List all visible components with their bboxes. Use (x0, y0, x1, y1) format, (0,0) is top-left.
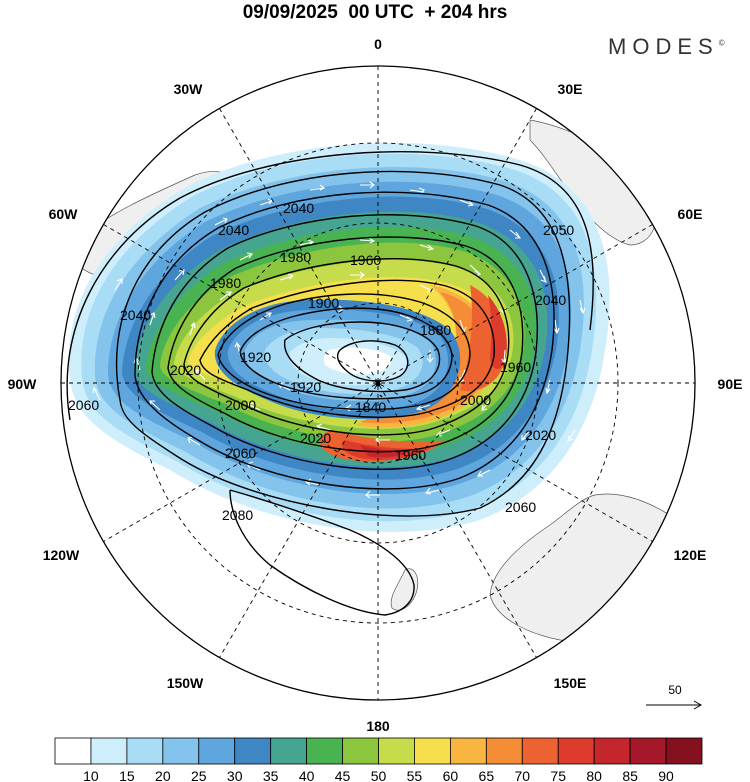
svg-text:150E: 150E (554, 675, 587, 691)
colorbar-tick-label: 75 (550, 768, 566, 782)
colorbar-tick-label: 70 (514, 768, 530, 782)
svg-text:30W: 30W (174, 81, 204, 97)
svg-text:120W: 120W (43, 547, 80, 563)
colorbar-swatch (485, 737, 523, 765)
svg-text:2040: 2040 (283, 200, 314, 216)
contour-labels: 1840 1880 1900 1920 1920 1960 1960 1960 … (68, 200, 574, 523)
colorbar-swatch (198, 737, 236, 765)
svg-text:2040: 2040 (535, 292, 566, 308)
svg-text:120E: 120E (674, 547, 707, 563)
svg-text:60E: 60E (678, 206, 703, 222)
colorbar-tick-label: 85 (622, 768, 638, 782)
colorbar-tick-label: 10 (83, 768, 99, 782)
svg-text:1960: 1960 (395, 447, 426, 463)
colorbar-swatch (306, 737, 343, 765)
colorbar-swatch (234, 737, 272, 765)
svg-text:50: 50 (668, 683, 682, 697)
colorbar-tick-label: 25 (191, 768, 207, 782)
svg-text:1900: 1900 (308, 295, 339, 311)
svg-text:60W: 60W (49, 206, 79, 222)
colorbar-tick-label: 90 (658, 768, 674, 782)
map-title: 09/09/2025 00 UTC + 204 hrs (242, 2, 508, 23)
modes-logo: MODES© (608, 34, 725, 59)
svg-text:0: 0 (374, 36, 382, 52)
colorbar-swatch (90, 737, 128, 765)
reference-vector: 50 (646, 683, 703, 710)
colorbar-tick-label: 60 (443, 768, 459, 782)
svg-text:30E: 30E (558, 81, 583, 97)
colorbar-tick-label: 45 (335, 768, 351, 782)
colorbar-swatch (378, 737, 415, 765)
svg-text:2020: 2020 (170, 362, 201, 378)
colorbar-swatch (557, 737, 595, 765)
svg-text:1960: 1960 (350, 252, 381, 268)
svg-text:2060: 2060 (505, 499, 536, 515)
colorbar-swatch (449, 737, 487, 765)
svg-text:150W: 150W (167, 675, 204, 691)
svg-text:1920: 1920 (240, 349, 271, 365)
colorbar-swatch (665, 737, 703, 765)
svg-text:2080: 2080 (222, 507, 253, 523)
svg-text:1980: 1980 (280, 249, 311, 265)
svg-text:2040: 2040 (218, 222, 249, 238)
colorbar-swatch (521, 737, 559, 765)
colorbar-swatch (270, 737, 308, 765)
colorbar-tick-label: 15 (119, 768, 135, 782)
svg-text:2000: 2000 (225, 397, 256, 413)
colorbar-swatch (126, 737, 164, 765)
colorbar-tick-label: 65 (479, 768, 495, 782)
svg-text:2060: 2060 (68, 397, 99, 413)
svg-text:90E: 90E (718, 376, 743, 392)
longitude-labels: 0 30E 60E 90E 120E 150E 180 150W 120W 90… (8, 36, 743, 734)
colorbar-swatch (593, 737, 631, 765)
svg-text:2060: 2060 (225, 445, 256, 461)
colorbar-tick-label: 35 (263, 768, 279, 782)
colorbar-tick-label: 30 (227, 768, 243, 782)
colorbar-swatch (629, 737, 667, 765)
colorbar-tick-label: 20 (155, 768, 171, 782)
height-contours (66, 151, 594, 616)
colorbar-tick-label: 40 (299, 768, 315, 782)
svg-text:1880: 1880 (420, 322, 451, 338)
svg-text:1960: 1960 (500, 359, 531, 375)
svg-text:1840: 1840 (355, 399, 386, 415)
svg-text:90W: 90W (8, 376, 38, 392)
colorbar-swatch (342, 737, 379, 765)
colorbar-swatch (54, 737, 92, 765)
svg-text:2040: 2040 (120, 307, 151, 323)
graticule (61, 66, 695, 700)
colorbar-tick-label: 80 (586, 768, 602, 782)
colorbar-swatch (162, 737, 200, 765)
svg-text:1980: 1980 (210, 275, 241, 291)
wind-speed-shading (68, 142, 610, 532)
colorbar-swatch (414, 737, 451, 765)
svg-text:2000: 2000 (460, 392, 491, 408)
svg-text:180: 180 (366, 718, 390, 734)
colorbar-tick-label: 55 (407, 768, 423, 782)
svg-text:2020: 2020 (525, 427, 556, 443)
colorbar-tick-label: 50 (371, 768, 387, 782)
map-border (60, 65, 696, 701)
